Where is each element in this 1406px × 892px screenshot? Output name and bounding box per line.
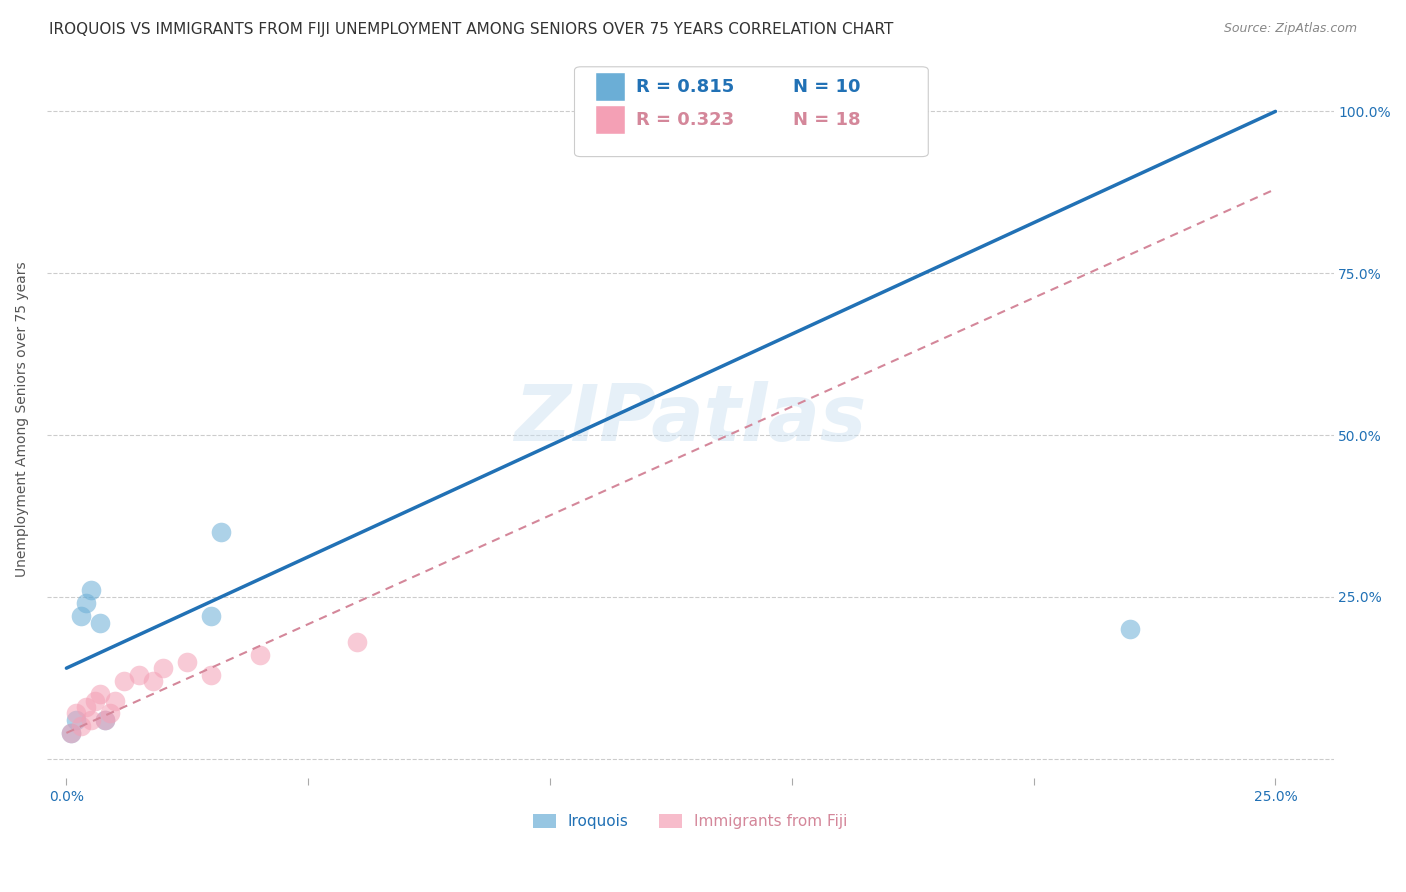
Point xyxy=(94,713,117,727)
Point xyxy=(209,525,232,540)
Point xyxy=(249,648,271,663)
Point xyxy=(142,674,165,689)
Point xyxy=(84,693,107,707)
Point xyxy=(104,693,127,707)
Point xyxy=(176,655,198,669)
Point xyxy=(1119,623,1142,637)
Point xyxy=(70,719,93,733)
Point xyxy=(98,706,121,721)
FancyBboxPatch shape xyxy=(575,67,928,157)
Text: R = 0.815: R = 0.815 xyxy=(637,78,734,96)
Point xyxy=(60,726,83,740)
Point xyxy=(94,713,117,727)
Text: ZIPatlas: ZIPatlas xyxy=(515,381,866,457)
Point xyxy=(128,667,150,681)
Text: N = 18: N = 18 xyxy=(793,111,860,129)
Point xyxy=(79,713,101,727)
Point xyxy=(79,583,101,598)
Text: IROQUOIS VS IMMIGRANTS FROM FIJI UNEMPLOYMENT AMONG SENIORS OVER 75 YEARS CORREL: IROQUOIS VS IMMIGRANTS FROM FIJI UNEMPLO… xyxy=(49,22,894,37)
Point xyxy=(65,713,87,727)
Text: R = 0.323: R = 0.323 xyxy=(637,111,734,129)
Text: N = 10: N = 10 xyxy=(793,78,860,96)
Y-axis label: Unemployment Among Seniors over 75 years: Unemployment Among Seniors over 75 years xyxy=(15,261,30,577)
Point xyxy=(75,700,97,714)
FancyBboxPatch shape xyxy=(596,106,624,134)
FancyBboxPatch shape xyxy=(596,73,624,101)
Legend: Iroquois, Immigrants from Fiji: Iroquois, Immigrants from Fiji xyxy=(527,808,853,835)
Text: Source: ZipAtlas.com: Source: ZipAtlas.com xyxy=(1223,22,1357,36)
Point xyxy=(152,661,174,675)
Point xyxy=(65,706,87,721)
Point xyxy=(60,726,83,740)
Point xyxy=(89,615,111,630)
Point xyxy=(200,609,222,624)
Point xyxy=(346,635,368,649)
Point xyxy=(89,687,111,701)
Point xyxy=(200,667,222,681)
Point xyxy=(70,609,93,624)
Point xyxy=(75,596,97,610)
Point xyxy=(114,674,136,689)
